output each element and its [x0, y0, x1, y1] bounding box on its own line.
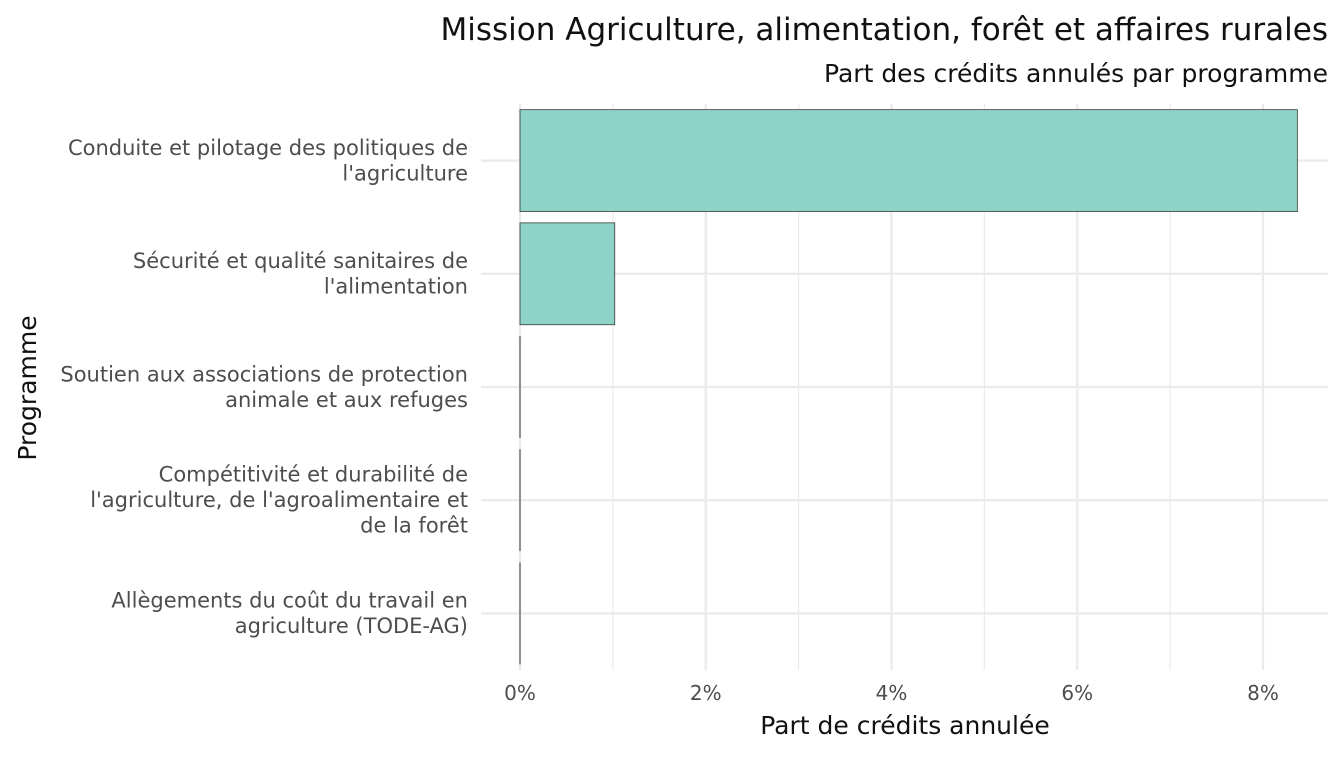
- category-label: Conduite et pilotage des politiques de: [68, 136, 468, 160]
- category-label: Compétitivité et durabilité de: [159, 463, 468, 487]
- category-label: animale et aux refuges: [225, 388, 468, 412]
- x-tick-label: 4%: [876, 681, 908, 705]
- category-label: de la forêt: [360, 514, 468, 538]
- category-label: Allègements du coût du travail en: [111, 589, 468, 613]
- category-label: Sécurité et qualité sanitaires de: [133, 249, 468, 273]
- x-tick-label: 8%: [1247, 681, 1279, 705]
- category-label: agriculture (TODE-AG): [235, 614, 468, 638]
- x-tick-label: 2%: [690, 681, 722, 705]
- chart-subtitle: Part des crédits annulés par programme: [824, 59, 1328, 88]
- x-axis-title: Part de crédits annulée: [760, 711, 1050, 740]
- x-tick-label: 0%: [504, 681, 536, 705]
- category-label: Soutien aux associations de protection: [60, 362, 468, 386]
- bar: [519, 109, 1298, 212]
- y-axis-title: Programme: [13, 315, 42, 460]
- bar-layer: [519, 109, 1298, 665]
- bar: [519, 222, 616, 326]
- chart-title: Mission Agriculture, alimentation, forêt…: [441, 12, 1329, 48]
- label-layer: 0% 2% 4% 6% 8% Conduite et pilotage des polit…: [60, 136, 1278, 705]
- x-tick-label: 6%: [1061, 681, 1093, 705]
- category-label: l'agriculture: [342, 161, 468, 185]
- category-label: l'alimentation: [324, 275, 468, 299]
- category-label: l'agriculture, de l'agroalimentaire et: [90, 488, 468, 512]
